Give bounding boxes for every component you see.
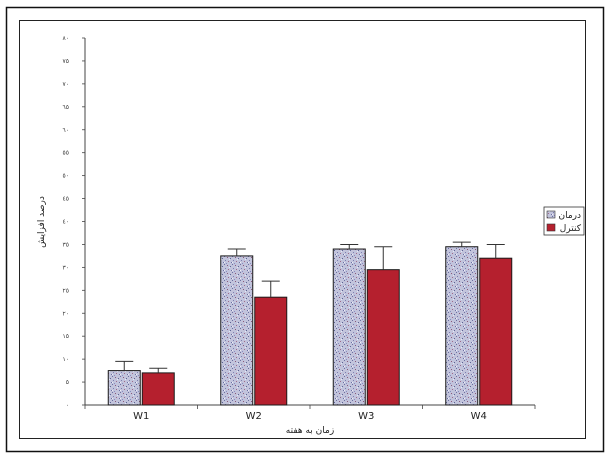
y-tick-label: ٨٠ (63, 35, 69, 42)
y-tick-label: ٢٥ (63, 287, 69, 294)
bar-treatment (332, 248, 366, 406)
y-tick-label: ١٠ (63, 356, 69, 363)
x-axis-label: زمان به هفته (286, 426, 334, 436)
legend-label-control: کنترل (560, 224, 582, 234)
y-tick-label: ١٥ (63, 333, 69, 340)
bar-treatment (445, 246, 479, 406)
y-tick-label: ٧٥ (63, 58, 69, 65)
bar-treatment (220, 255, 254, 406)
bar-treatment (107, 370, 141, 406)
y-tick-label: ٥٠ (63, 173, 69, 180)
y-tick-label: ٢٠ (63, 310, 69, 317)
y-axis-label: درصد افزایش (37, 196, 47, 248)
y-tick-label: ٦٥ (63, 104, 69, 111)
y-tick-label: ٥٥ (63, 150, 69, 157)
legend-swatch-treatment (546, 210, 556, 219)
x-tick-label: W1 (133, 411, 149, 422)
legend-swatch-control (546, 223, 556, 232)
y-ticks: ٠ ٥ ١٠ ١٥ ٢٠ ٢٥ ٣٠ ٣٥ ٤٠ ٤٥ ٥٠ ٥٥ ٦٠ ٦٥ ٧٠ ٧٥ ٨٠ (63, 35, 85, 409)
y-tick-label: ٧٠ (63, 81, 69, 88)
bar-control (479, 257, 513, 406)
bar-control (366, 269, 400, 406)
y-tick-label: ٤٥ (63, 196, 69, 203)
error-bars (115, 241, 505, 373)
y-tick-label: ٣٥ (63, 241, 69, 248)
bar-control (141, 372, 175, 406)
plot-frame (19, 20, 586, 439)
y-tick-label: ٤٠ (63, 219, 69, 226)
y-tick-label: ٣٠ (63, 264, 69, 271)
outer-frame (5, 6, 605, 453)
y-tick-label: ٠ (66, 402, 69, 409)
x-tick-label: W3 (358, 411, 374, 422)
bar-control (254, 296, 288, 406)
x-tick-label: W4 (471, 411, 487, 422)
y-tick-label: ٥ (66, 379, 69, 386)
bars (107, 246, 513, 406)
x-tick-label: W2 (246, 411, 262, 422)
y-tick-label: ٦٠ (63, 127, 69, 134)
x-ticks: W1 W2 W3 W4 (84, 405, 536, 422)
legend: درمان کنترل (543, 206, 585, 236)
legend-label-treatment: درمان (558, 211, 581, 221)
